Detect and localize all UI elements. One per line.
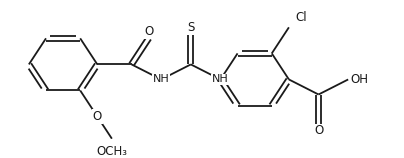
- Text: O: O: [93, 110, 102, 123]
- Text: O: O: [314, 125, 323, 137]
- Text: NH: NH: [212, 74, 229, 85]
- Text: OCH₃: OCH₃: [97, 145, 127, 158]
- Text: Cl: Cl: [295, 11, 307, 24]
- Text: NH: NH: [153, 74, 170, 85]
- Text: O: O: [144, 25, 153, 39]
- Text: S: S: [187, 21, 194, 34]
- Text: OH: OH: [350, 73, 368, 86]
